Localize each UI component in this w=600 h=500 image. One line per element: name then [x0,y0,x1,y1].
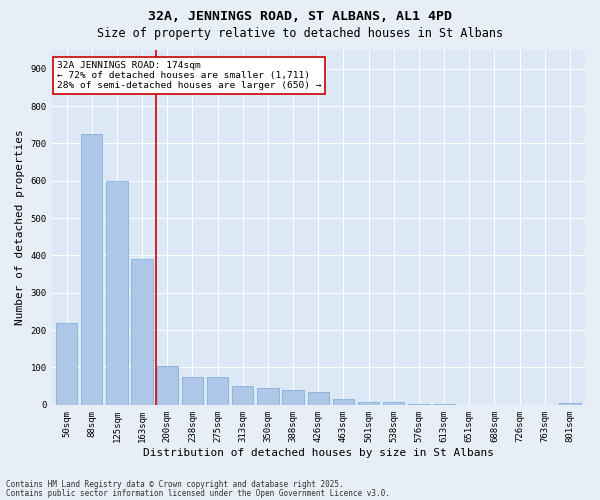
Bar [182,377,203,405]
X-axis label: Distribution of detached houses by size in St Albans: Distribution of detached houses by size … [143,448,494,458]
Bar [106,180,128,405]
Bar [56,322,77,405]
Y-axis label: Number of detached properties: Number of detached properties [15,130,25,326]
Text: 32A, JENNINGS ROAD, ST ALBANS, AL1 4PD: 32A, JENNINGS ROAD, ST ALBANS, AL1 4PD [148,10,452,23]
Bar [358,402,379,405]
Bar [207,377,229,405]
Bar [433,404,455,405]
Bar [308,392,329,405]
Bar [408,404,430,405]
Bar [131,259,153,405]
Bar [257,388,278,405]
Bar [232,386,253,405]
Bar [559,403,581,405]
Text: Contains public sector information licensed under the Open Government Licence v3: Contains public sector information licen… [6,488,390,498]
Bar [157,366,178,405]
Text: Contains HM Land Registry data © Crown copyright and database right 2025.: Contains HM Land Registry data © Crown c… [6,480,344,489]
Text: 32A JENNINGS ROAD: 174sqm
← 72% of detached houses are smaller (1,711)
28% of se: 32A JENNINGS ROAD: 174sqm ← 72% of detac… [57,60,322,90]
Text: Size of property relative to detached houses in St Albans: Size of property relative to detached ho… [97,28,503,40]
Bar [383,402,404,405]
Bar [283,390,304,405]
Bar [333,399,354,405]
Bar [81,134,103,405]
